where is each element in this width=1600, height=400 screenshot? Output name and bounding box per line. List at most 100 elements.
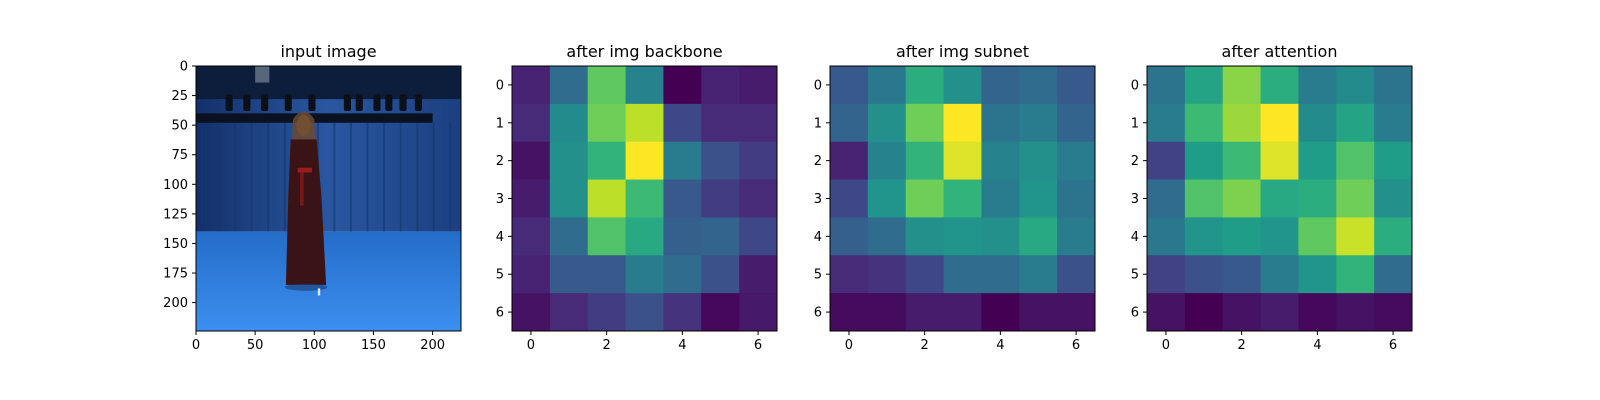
heatmap-cell [1184, 293, 1224, 332]
heatmap-cell [1222, 141, 1262, 181]
heatmap-cell [625, 293, 664, 332]
heatmap-cell [625, 66, 664, 105]
y-tick-label: 4 [814, 230, 822, 245]
y-tick-label: 2 [814, 154, 822, 169]
y-tick-label: 5 [1131, 268, 1139, 283]
heatmap-cell [587, 293, 627, 332]
heatmap-cell [739, 179, 778, 218]
camera-icon [243, 94, 251, 111]
heatmap-cell [1298, 103, 1337, 143]
heatmap-cell [587, 217, 627, 256]
heatmap-cell [1147, 293, 1186, 332]
y-tick-label: 75 [171, 148, 188, 163]
heatmap-cell [701, 293, 740, 332]
heatmap-cell [1147, 141, 1186, 181]
y-tick-label: 0 [814, 78, 822, 93]
heatmap-cell [587, 141, 627, 181]
heatmap-cell [867, 255, 907, 294]
heatmap-cell [587, 66, 627, 105]
heatmap-cell [943, 255, 982, 294]
heatmap-cell [943, 293, 982, 332]
x-tick-label: 4 [1313, 338, 1321, 353]
heatmap-cell [512, 103, 551, 143]
y-tick-label: 5 [496, 268, 504, 283]
y-tick-label: 1 [496, 116, 504, 131]
heatmap-cell [1374, 217, 1413, 256]
heatmap-cell [981, 141, 1020, 181]
heatmap-cell [1336, 255, 1375, 294]
camera-icon [225, 94, 233, 111]
heatmap-cell [1184, 66, 1224, 105]
y-tick-label: 200 [163, 296, 188, 311]
heatmap-cell [981, 66, 1020, 105]
heatmap-cell [587, 103, 627, 143]
heatmap-cell [549, 293, 589, 332]
heatmap-cell [943, 179, 982, 218]
subplot-title: after img backbone [566, 42, 722, 61]
camera-rig-bar [196, 113, 433, 123]
heatmap-cell [1260, 66, 1299, 105]
y-tick-label: 6 [1131, 306, 1139, 321]
heatmap-cell [1298, 141, 1337, 181]
heatmap-cell [512, 293, 551, 332]
heatmap-cell [943, 217, 982, 256]
y-tick-label: 0 [1131, 78, 1139, 93]
camera-icon [373, 94, 381, 111]
x-tick-label: 2 [1238, 338, 1246, 353]
heatmap-cell [867, 293, 907, 332]
heatmap-cell [867, 66, 907, 105]
heatmap-cell [1374, 103, 1413, 143]
heatmap-cell [739, 66, 778, 105]
heatmap-cell [1298, 179, 1337, 218]
x-tick-label: 4 [996, 338, 1004, 353]
heatmap-cell [1222, 293, 1262, 332]
heatmap-cell [1057, 255, 1096, 294]
heatmap-cell [739, 103, 778, 143]
subplot: after img subnet 0 2 4 6 0 1 2 3 4 5 6 [814, 42, 1096, 353]
heatmap-cell [1222, 66, 1262, 105]
heatmap-cell [512, 217, 551, 256]
heatmap-cell [512, 66, 551, 105]
heatmap-cell [1298, 293, 1337, 332]
heatmap-cell [943, 141, 982, 181]
y-tick-label: 125 [163, 207, 188, 222]
heatmap-cell [739, 141, 778, 181]
heatmap-cell [587, 179, 627, 218]
subplot-title: after attention [1222, 42, 1338, 61]
shadow [284, 283, 328, 291]
light-fixture [255, 66, 270, 83]
x-tick-label: 200 [420, 338, 445, 353]
heatmap-cell [1374, 293, 1413, 332]
heatmap-cell [701, 103, 740, 143]
heatmap-cell [1057, 66, 1096, 105]
x-tick-label: 50 [247, 338, 264, 353]
subplot: after img backbone 0 2 4 6 0 1 2 3 4 5 6 [496, 42, 778, 353]
heatmap-cell [905, 255, 945, 294]
heatmap-cell [663, 66, 702, 105]
heatmap-cell [663, 255, 702, 294]
heatmap-cell [1222, 103, 1262, 143]
hair [291, 111, 316, 147]
y-tick-label: 1 [1131, 116, 1139, 131]
heatmap-cell [905, 66, 945, 105]
heatmap-cell [1057, 179, 1096, 218]
x-tick-label: 2 [921, 338, 929, 353]
heatmap-cell [1019, 66, 1058, 105]
heatmap-cell [1057, 103, 1096, 143]
heatmap-cell [1057, 141, 1096, 181]
x-tick-label: 0 [845, 338, 853, 353]
heatmap-cell [1147, 66, 1186, 105]
subplot: after attention 0 2 4 6 0 1 2 3 4 5 6 [1131, 42, 1413, 353]
heatmap-cell [549, 66, 589, 105]
subplot: input image 0 50 100 150 200 0 25 50 75 100 125 150 1… [163, 42, 462, 353]
heatmap-cell [1222, 255, 1262, 294]
heatmap-cell [625, 255, 664, 294]
heatmap-cell [1019, 103, 1058, 143]
heatmap-cell [1057, 217, 1096, 256]
heatmap-cell [1336, 66, 1375, 105]
heatmap-cell [905, 293, 945, 332]
x-tick-label: 2 [603, 338, 611, 353]
heatmap-cell [512, 141, 551, 181]
heatmap-cell [701, 255, 740, 294]
camera-icon [399, 94, 407, 111]
